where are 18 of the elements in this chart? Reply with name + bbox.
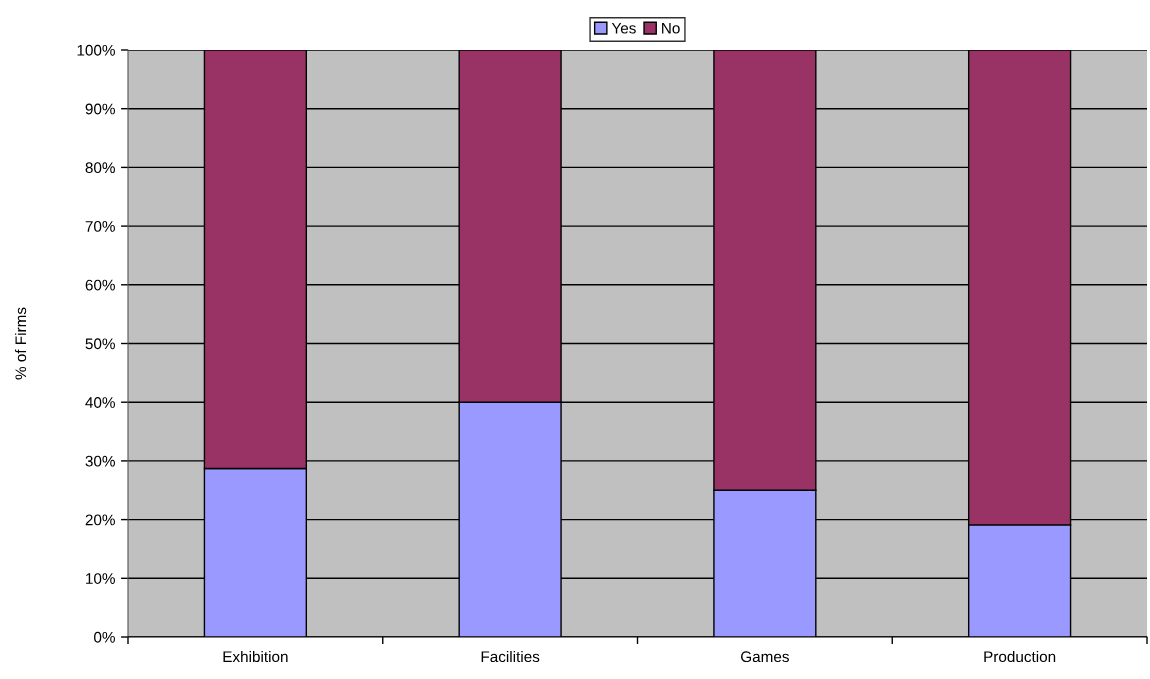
y-tick-label: 10%	[86, 573, 115, 584]
legend-label: Yes	[611, 22, 636, 34]
x-tick-label: Facilities	[481, 650, 540, 663]
y-tick-label: 0%	[94, 631, 115, 643]
y-tick-label: 100%	[77, 44, 115, 56]
y-tick-label: 90%	[85, 103, 115, 115]
x-tick-label: Production	[984, 650, 1056, 663]
y-tick-label: 30%	[85, 455, 115, 467]
y-tick-label: 60%	[85, 279, 115, 291]
y-axis-title: % of Firms	[14, 307, 27, 380]
x-tick-label: Games	[741, 651, 789, 663]
y-tick-label: 50%	[85, 338, 115, 350]
y-tick-label: 40%	[85, 397, 115, 408]
y-tick-label: 20%	[85, 514, 115, 526]
y-tick-label: 70%	[85, 220, 115, 232]
legend-label: No	[662, 22, 680, 34]
y-tick-label: 80%	[85, 162, 115, 174]
x-tick-label: Exhibition	[223, 650, 288, 663]
